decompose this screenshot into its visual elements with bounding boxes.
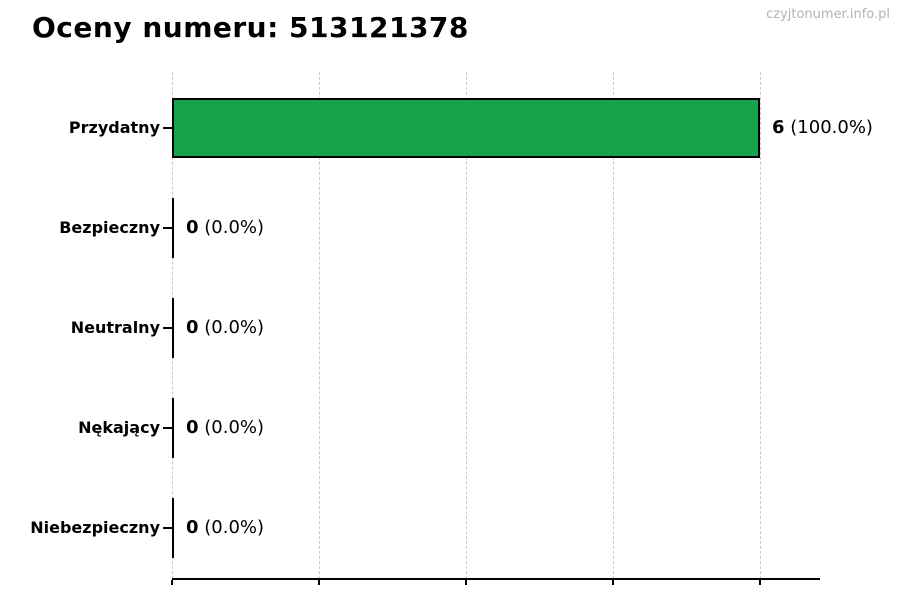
percent-value: (0.0%) bbox=[204, 417, 265, 438]
bar-nekajacy bbox=[172, 398, 174, 458]
category-label: Neutralny bbox=[70, 318, 160, 337]
count-value: 0 bbox=[186, 417, 199, 438]
gridline bbox=[760, 72, 761, 579]
gridline bbox=[466, 72, 467, 579]
bar-row: Nękający 0 (0.0%) bbox=[0, 398, 900, 458]
bar-bezpieczny bbox=[172, 198, 174, 258]
count-value: 0 bbox=[186, 217, 199, 238]
x-axis-spine bbox=[172, 578, 820, 580]
bar-przydatny bbox=[172, 98, 760, 158]
value-label: 0 (0.0%) bbox=[186, 298, 264, 358]
percent-value: (0.0%) bbox=[204, 517, 265, 538]
percent-value: (0.0%) bbox=[204, 217, 265, 238]
category-label: Bezpieczny bbox=[59, 218, 160, 237]
bar-row: Przydatny 6 (100.0%) bbox=[0, 98, 900, 158]
x-tick-mark bbox=[612, 580, 614, 585]
gridline bbox=[319, 72, 320, 579]
gridline bbox=[613, 72, 614, 579]
bar-row: Bezpieczny 0 (0.0%) bbox=[0, 198, 900, 258]
y-tick-mark bbox=[163, 127, 172, 129]
chart-title: Oceny numeru: 513121378 bbox=[32, 11, 469, 44]
y-tick-mark bbox=[163, 527, 172, 529]
x-tick-mark bbox=[171, 580, 173, 585]
watermark-text: czyjtonumer.info.pl bbox=[766, 7, 890, 22]
value-label: 6 (100.0%) bbox=[772, 98, 873, 158]
count-value: 0 bbox=[186, 317, 199, 338]
y-tick-mark bbox=[163, 227, 172, 229]
bar-row: Niebezpieczny 0 (0.0%) bbox=[0, 498, 900, 558]
percent-value: (0.0%) bbox=[204, 317, 265, 338]
bar-row: Neutralny 0 (0.0%) bbox=[0, 298, 900, 358]
percent-value: (100.0%) bbox=[790, 117, 873, 138]
y-tick-mark bbox=[163, 427, 172, 429]
bar-neutralny bbox=[172, 298, 174, 358]
x-tick-mark bbox=[465, 580, 467, 585]
y-tick-mark bbox=[163, 327, 172, 329]
x-tick-mark bbox=[318, 580, 320, 585]
value-label: 0 (0.0%) bbox=[186, 498, 264, 558]
category-label: Przydatny bbox=[68, 118, 160, 137]
x-tick-mark bbox=[759, 580, 761, 585]
count-value: 0 bbox=[186, 517, 199, 538]
category-label: Nękający bbox=[78, 418, 160, 437]
value-label: 0 (0.0%) bbox=[186, 198, 264, 258]
category-label: Niebezpieczny bbox=[30, 518, 160, 537]
value-label: 0 (0.0%) bbox=[186, 398, 264, 458]
count-value: 6 bbox=[772, 117, 785, 138]
bar-niebezpieczny bbox=[172, 498, 174, 558]
